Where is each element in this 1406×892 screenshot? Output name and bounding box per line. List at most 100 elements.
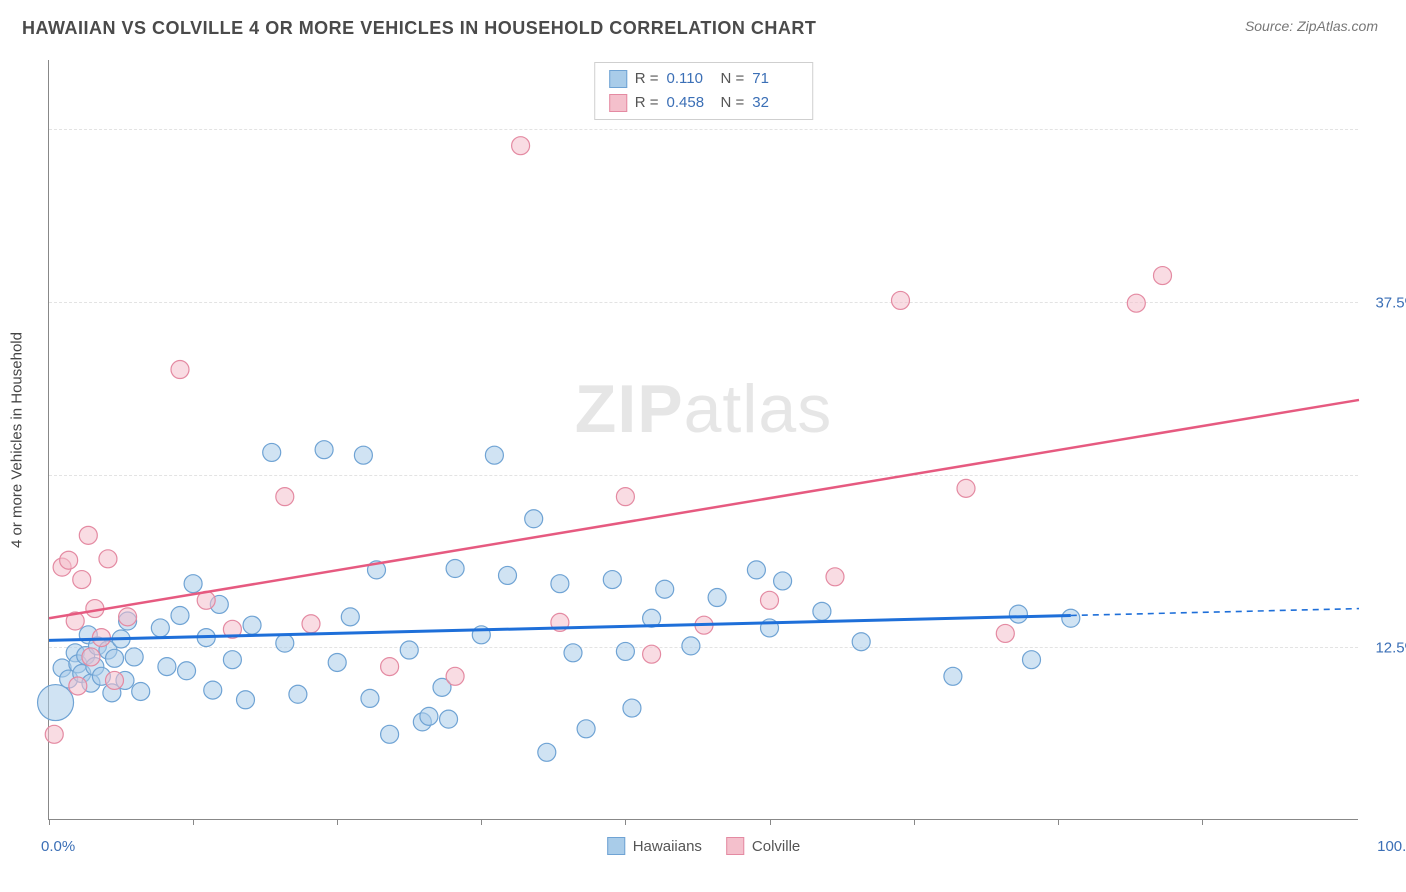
data-point[interactable] bbox=[1127, 294, 1145, 312]
data-point[interactable] bbox=[276, 634, 294, 652]
legend-swatch bbox=[607, 837, 625, 855]
stat-r-label: R = bbox=[635, 91, 659, 115]
chart-title: HAWAIIAN VS COLVILLE 4 OR MORE VEHICLES … bbox=[22, 18, 816, 39]
stat-n-label: N = bbox=[721, 91, 745, 115]
data-point[interactable] bbox=[60, 551, 78, 569]
data-point[interactable] bbox=[512, 137, 530, 155]
data-point[interactable] bbox=[616, 642, 634, 660]
x-tick bbox=[770, 819, 771, 825]
data-point[interactable] bbox=[361, 689, 379, 707]
data-point[interactable] bbox=[171, 606, 189, 624]
scatter-plot-svg bbox=[49, 60, 1358, 819]
chart-plot-area: 4 or more Vehicles in Household ZIPatlas… bbox=[48, 60, 1358, 820]
legend-label: Colville bbox=[752, 838, 800, 855]
data-point[interactable] bbox=[223, 651, 241, 669]
data-point[interactable] bbox=[79, 526, 97, 544]
data-point[interactable] bbox=[852, 633, 870, 651]
data-point[interactable] bbox=[446, 560, 464, 578]
data-point[interactable] bbox=[289, 685, 307, 703]
data-point[interactable] bbox=[151, 619, 169, 637]
data-point[interactable] bbox=[616, 488, 634, 506]
x-tick bbox=[625, 819, 626, 825]
x-tick bbox=[481, 819, 482, 825]
data-point[interactable] bbox=[125, 648, 143, 666]
data-point[interactable] bbox=[603, 571, 621, 589]
data-point[interactable] bbox=[1154, 267, 1172, 285]
data-point[interactable] bbox=[82, 648, 100, 666]
y-axis-title: 4 or more Vehicles in Household bbox=[9, 332, 26, 548]
data-point[interactable] bbox=[178, 662, 196, 680]
data-point[interactable] bbox=[243, 616, 261, 634]
legend-swatch bbox=[609, 70, 627, 88]
data-point[interactable] bbox=[38, 685, 74, 721]
data-point[interactable] bbox=[73, 571, 91, 589]
data-point[interactable] bbox=[440, 710, 458, 728]
data-point[interactable] bbox=[485, 446, 503, 464]
stat-r-value: 0.458 bbox=[667, 91, 713, 115]
x-tick bbox=[1202, 819, 1203, 825]
stat-n-value: 32 bbox=[752, 91, 798, 115]
data-point[interactable] bbox=[957, 479, 975, 497]
series-legend: Hawaiians Colville bbox=[607, 837, 801, 855]
trend-line bbox=[49, 400, 1359, 618]
data-point[interactable] bbox=[158, 658, 176, 676]
data-point[interactable] bbox=[499, 566, 517, 584]
x-tick bbox=[49, 819, 50, 825]
data-point[interactable] bbox=[420, 707, 438, 725]
data-point[interactable] bbox=[106, 649, 124, 667]
data-point[interactable] bbox=[381, 725, 399, 743]
legend-item[interactable]: Hawaiians bbox=[607, 837, 702, 855]
data-point[interactable] bbox=[774, 572, 792, 590]
data-point[interactable] bbox=[944, 667, 962, 685]
legend-swatch bbox=[609, 94, 627, 112]
data-point[interactable] bbox=[1009, 605, 1027, 623]
stat-r-value: 0.110 bbox=[667, 67, 713, 91]
data-point[interactable] bbox=[119, 608, 137, 626]
data-point[interactable] bbox=[341, 608, 359, 626]
data-point[interactable] bbox=[623, 699, 641, 717]
data-point[interactable] bbox=[328, 653, 346, 671]
data-point[interactable] bbox=[276, 488, 294, 506]
data-point[interactable] bbox=[826, 568, 844, 586]
data-point[interactable] bbox=[656, 580, 674, 598]
stat-n-value: 71 bbox=[752, 67, 798, 91]
data-point[interactable] bbox=[99, 550, 117, 568]
data-point[interactable] bbox=[400, 641, 418, 659]
legend-item[interactable]: Colville bbox=[726, 837, 800, 855]
stats-row: R = 0.458 N = 32 bbox=[609, 91, 799, 115]
data-point[interactable] bbox=[302, 615, 320, 633]
data-point[interactable] bbox=[354, 446, 372, 464]
data-point[interactable] bbox=[577, 720, 595, 738]
data-point[interactable] bbox=[708, 589, 726, 607]
data-point[interactable] bbox=[538, 743, 556, 761]
data-point[interactable] bbox=[446, 667, 464, 685]
legend-swatch bbox=[726, 837, 744, 855]
data-point[interactable] bbox=[564, 644, 582, 662]
data-point[interactable] bbox=[45, 725, 63, 743]
legend-label: Hawaiians bbox=[633, 838, 702, 855]
data-point[interactable] bbox=[813, 602, 831, 620]
data-point[interactable] bbox=[682, 637, 700, 655]
stat-n-label: N = bbox=[721, 67, 745, 91]
data-point[interactable] bbox=[106, 671, 124, 689]
data-point[interactable] bbox=[171, 361, 189, 379]
data-point[interactable] bbox=[892, 291, 910, 309]
data-point[interactable] bbox=[1062, 609, 1080, 627]
data-point[interactable] bbox=[204, 681, 222, 699]
data-point[interactable] bbox=[1023, 651, 1041, 669]
data-point[interactable] bbox=[315, 441, 333, 459]
data-point[interactable] bbox=[263, 443, 281, 461]
data-point[interactable] bbox=[132, 682, 150, 700]
data-point[interactable] bbox=[747, 561, 765, 579]
data-point[interactable] bbox=[761, 591, 779, 609]
data-point[interactable] bbox=[69, 677, 87, 695]
data-point[interactable] bbox=[525, 510, 543, 528]
x-tick bbox=[337, 819, 338, 825]
data-point[interactable] bbox=[184, 575, 202, 593]
data-point[interactable] bbox=[551, 575, 569, 593]
x-tick bbox=[193, 819, 194, 825]
data-point[interactable] bbox=[237, 691, 255, 709]
data-point[interactable] bbox=[996, 624, 1014, 642]
data-point[interactable] bbox=[643, 645, 661, 663]
data-point[interactable] bbox=[381, 658, 399, 676]
